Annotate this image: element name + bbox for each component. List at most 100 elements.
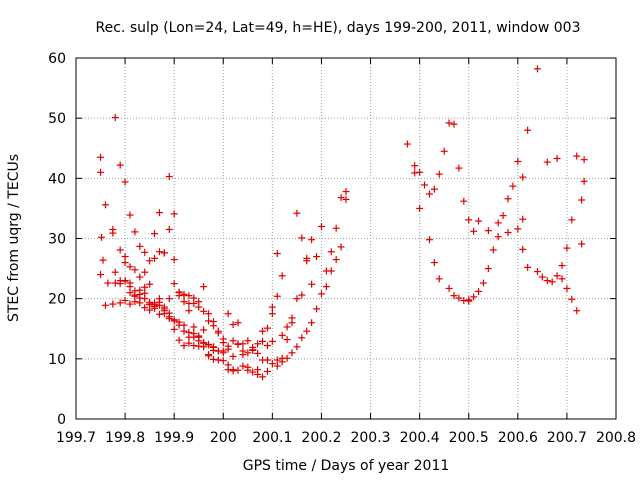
data-point <box>524 126 532 134</box>
data-point <box>455 294 463 302</box>
data-point <box>278 272 286 280</box>
y-tick-label: 30 <box>48 232 66 248</box>
data-point <box>460 197 468 205</box>
data-point <box>190 299 198 307</box>
data-point <box>190 323 198 331</box>
data-point <box>475 287 483 295</box>
data-point <box>165 225 173 233</box>
data-point <box>244 366 252 374</box>
data-point <box>430 259 438 267</box>
data-point <box>268 360 276 368</box>
data-point <box>99 256 107 264</box>
data-point <box>263 342 271 350</box>
data-point <box>519 245 527 253</box>
data-point <box>548 278 556 286</box>
data-point <box>131 292 139 300</box>
data-point <box>293 343 301 351</box>
data-point <box>543 158 551 166</box>
data-point <box>136 242 144 250</box>
data-point <box>126 263 134 271</box>
data-point <box>268 303 276 311</box>
data-point <box>234 366 242 374</box>
x-tick-label: 200.4 <box>400 430 440 446</box>
data-point <box>470 293 478 301</box>
data-point <box>126 289 134 297</box>
data-point <box>327 267 335 275</box>
data-point <box>175 336 183 344</box>
data-point <box>126 300 134 308</box>
data-point <box>141 289 149 297</box>
data-point <box>259 327 267 335</box>
data-point <box>111 279 119 287</box>
data-point <box>205 351 213 359</box>
data-point <box>254 340 262 348</box>
y-tick-label: 10 <box>48 352 66 368</box>
data-point <box>268 337 276 345</box>
data-point <box>160 303 168 311</box>
data-point <box>98 233 106 241</box>
data-point <box>435 275 443 283</box>
data-point <box>411 169 419 177</box>
x-tick-label: 200.2 <box>301 430 341 446</box>
data-point <box>558 275 566 283</box>
data-point <box>244 337 252 345</box>
x-tick-label: 200.8 <box>596 430 636 446</box>
data-point <box>200 326 208 334</box>
data-point <box>224 310 232 318</box>
x-tick-label: 200.5 <box>449 430 489 446</box>
data-point <box>185 292 193 300</box>
data-point <box>494 219 502 227</box>
data-point <box>450 120 458 128</box>
x-tick-label: 199.7 <box>56 430 96 446</box>
x-tick-label: 200.1 <box>252 430 292 446</box>
data-point <box>209 343 217 351</box>
y-tick-label: 0 <box>57 412 66 428</box>
data-point <box>445 119 453 127</box>
data-point <box>308 280 316 288</box>
data-point <box>121 296 129 304</box>
plot-frame <box>75 57 617 420</box>
data-point <box>165 173 173 181</box>
data-point <box>578 196 586 204</box>
gridlines <box>76 58 616 419</box>
data-point <box>313 253 321 261</box>
data-point <box>278 331 286 339</box>
data-point <box>273 250 281 258</box>
data-point <box>239 362 247 370</box>
data-point <box>327 248 335 256</box>
data-point <box>460 296 468 304</box>
data-point <box>416 204 424 212</box>
data-point <box>504 228 512 236</box>
data-point <box>288 319 296 327</box>
data-point <box>533 65 541 73</box>
y-tick-label: 60 <box>48 51 66 67</box>
data-point <box>580 156 588 164</box>
x-tick-label: 200.7 <box>547 430 587 446</box>
y-tick-label: 40 <box>48 171 66 187</box>
data-point <box>504 195 512 203</box>
data-point <box>126 279 134 287</box>
data-point <box>519 173 527 181</box>
data-point <box>224 345 232 353</box>
data-point <box>229 366 237 374</box>
data-point <box>131 228 139 236</box>
data-point <box>146 306 154 314</box>
data-point <box>205 310 213 318</box>
data-point <box>573 307 581 315</box>
data-point <box>116 246 124 254</box>
data-point <box>97 271 105 279</box>
data-point <box>465 296 473 304</box>
data-point <box>273 356 281 364</box>
data-point <box>273 362 281 370</box>
data-point <box>293 209 301 217</box>
data-point <box>104 279 112 287</box>
y-tick-labels: 0 10 20 30 40 50 60 <box>48 51 66 428</box>
data-point <box>509 182 517 190</box>
data-point <box>101 301 109 309</box>
data-point <box>254 349 262 357</box>
data-point <box>165 315 173 323</box>
data-point <box>121 178 129 186</box>
data-point <box>170 210 178 218</box>
data-point <box>421 181 429 189</box>
data-point <box>445 284 453 292</box>
